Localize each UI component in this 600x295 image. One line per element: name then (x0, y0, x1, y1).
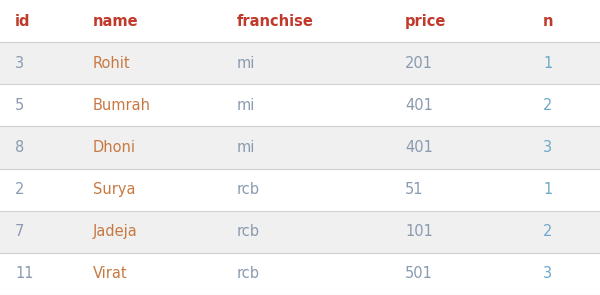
Bar (0, 127, 600, 168)
Text: 7: 7 (15, 224, 25, 239)
Text: 401: 401 (405, 98, 433, 113)
Text: mi: mi (237, 140, 256, 155)
Text: 2: 2 (15, 182, 25, 197)
Bar (0, 42, 600, 84)
Text: 401: 401 (405, 140, 433, 155)
Text: n: n (543, 14, 554, 29)
Text: name: name (93, 14, 139, 29)
Text: Surya: Surya (93, 182, 136, 197)
Bar (0, 0, 600, 42)
Bar (0, 211, 600, 253)
Text: franchise: franchise (237, 14, 314, 29)
Text: 1: 1 (543, 182, 552, 197)
Text: 501: 501 (405, 266, 433, 281)
Text: Jadeja: Jadeja (93, 224, 138, 239)
Text: 1: 1 (543, 56, 552, 71)
Text: 101: 101 (405, 224, 433, 239)
Text: 8: 8 (15, 140, 24, 155)
Text: 2: 2 (543, 98, 553, 113)
Text: price: price (405, 14, 446, 29)
Text: 51: 51 (405, 182, 424, 197)
Text: id: id (15, 14, 31, 29)
Bar (0, 84, 600, 127)
Text: 3: 3 (543, 140, 552, 155)
Text: 2: 2 (543, 224, 553, 239)
Text: mi: mi (237, 98, 256, 113)
Text: Virat: Virat (93, 266, 128, 281)
Text: 3: 3 (543, 266, 552, 281)
Text: mi: mi (237, 56, 256, 71)
Text: 11: 11 (15, 266, 34, 281)
Text: Dhoni: Dhoni (93, 140, 136, 155)
Text: rcb: rcb (237, 266, 260, 281)
Text: rcb: rcb (237, 182, 260, 197)
Text: Bumrah: Bumrah (93, 98, 151, 113)
Bar (0, 253, 600, 295)
Text: 3: 3 (15, 56, 24, 71)
Text: rcb: rcb (237, 224, 260, 239)
Text: 201: 201 (405, 56, 433, 71)
Bar (0, 168, 600, 211)
Text: 5: 5 (15, 98, 24, 113)
Text: Rohit: Rohit (93, 56, 131, 71)
